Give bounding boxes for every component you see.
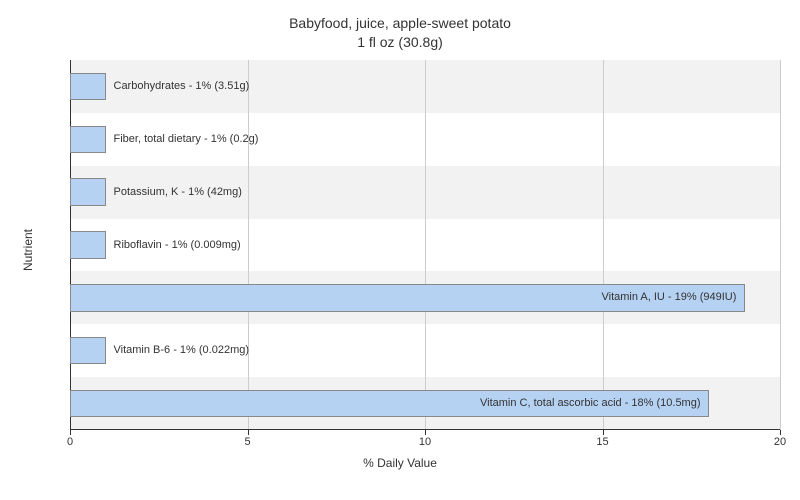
bar-label: Carbohydrates - 1% (3.51g) [114, 81, 250, 92]
xtick-label: 15 [596, 436, 608, 448]
xtick-label: 5 [244, 436, 250, 448]
bar-label: Vitamin B-6 - 1% (0.022mg) [114, 345, 250, 356]
nutrient-chart: Babyfood, juice, apple-sweet potato 1 fl… [0, 0, 800, 500]
xtick-mark [780, 430, 781, 435]
bar-label: Potassium, K - 1% (42mg) [114, 187, 242, 198]
gridline [425, 60, 426, 430]
y-axis-label-wrap: Nutrient [18, 0, 38, 500]
bar [70, 73, 106, 100]
bar [70, 178, 106, 205]
gridline [780, 60, 781, 430]
bar [70, 231, 106, 258]
bar-label: Riboflavin - 1% (0.009mg) [114, 240, 241, 251]
bar [70, 126, 106, 153]
y-axis-label: Nutrient [21, 229, 35, 271]
xtick-label: 10 [419, 436, 431, 448]
xtick-label: 0 [67, 436, 73, 448]
x-axis-label: % Daily Value [0, 456, 800, 470]
chart-title-line2: 1 fl oz (30.8g) [0, 33, 800, 52]
xtick-mark [425, 430, 426, 435]
xtick-label: 20 [774, 436, 786, 448]
bar [70, 337, 106, 364]
bar-label: Vitamin A, IU - 19% (949IU) [602, 292, 737, 303]
xtick-mark [603, 430, 604, 435]
plot-area: Carbohydrates - 1% (3.51g) Fiber, total d… [70, 60, 780, 430]
xtick-mark [248, 430, 249, 435]
bar-label: Vitamin C, total ascorbic acid - 18% (10… [480, 398, 701, 409]
gridline [248, 60, 249, 430]
chart-title-line1: Babyfood, juice, apple-sweet potato [0, 14, 800, 33]
chart-title: Babyfood, juice, apple-sweet potato 1 fl… [0, 14, 800, 52]
xtick-mark [70, 430, 71, 435]
gridline [603, 60, 604, 430]
bar-label: Fiber, total dietary - 1% (0.2g) [114, 134, 259, 145]
